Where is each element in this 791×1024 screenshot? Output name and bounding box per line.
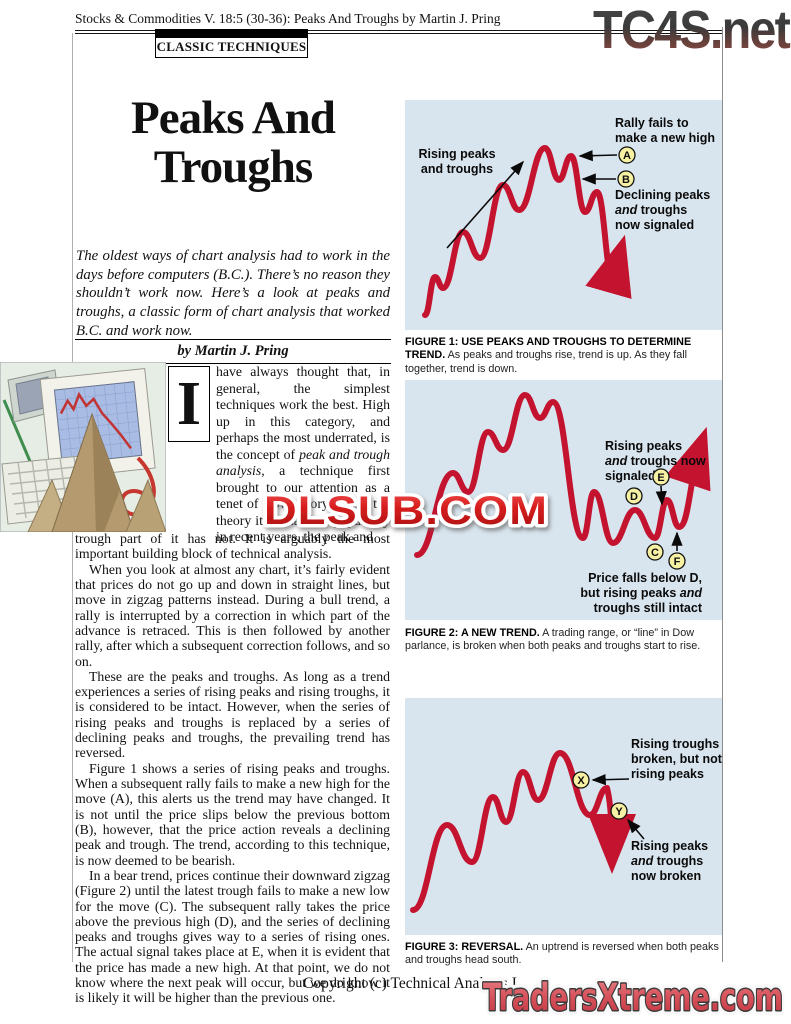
- figure1-price-curve: [422, 145, 632, 318]
- marker-C: C: [646, 543, 664, 561]
- paragraph-5: In a bear trend, prices continue their d…: [75, 867, 390, 1006]
- marker-Y: Y: [610, 802, 628, 820]
- paragraph-3: These are the peaks and troughs. As long…: [75, 668, 390, 761]
- title-line-2: Troughs: [153, 140, 313, 193]
- body-text-main: trough part of it has not. It is arguabl…: [75, 531, 390, 1006]
- copyright-line: Copyright (c) Technical Analysis I: [303, 975, 517, 992]
- marker-B: B: [617, 170, 635, 188]
- figure-1-caption-text: As peaks and troughs rise, trend is up. …: [405, 349, 688, 375]
- marker-E: E: [652, 468, 670, 486]
- badge-top-bar: [155, 29, 308, 37]
- arrow-to-A: [578, 150, 618, 162]
- classic-techniques-badge: CLASSIC TECHNIQUES: [155, 29, 308, 58]
- paragraph-1-end: trough part of it has not. It is arguabl…: [75, 531, 390, 562]
- paragraph-2: When you look at almost any chart, it’s …: [75, 561, 390, 669]
- mountains: [27, 412, 167, 533]
- dlsub-watermark: DLSUB.COM: [256, 482, 556, 545]
- svg-text:D: D: [630, 491, 638, 503]
- right-column-rule: [722, 27, 723, 962]
- svg-text:B: B: [622, 174, 630, 186]
- tc4s-logo-text: TC4S.net: [593, 0, 791, 60]
- label-price-falls: Price falls below D, but rising peaks and…: [580, 571, 702, 615]
- svg-text:X: X: [577, 775, 585, 787]
- marker-F: F: [668, 552, 686, 570]
- paragraph-4: Figure 1 shows a series of rising peaks …: [75, 760, 390, 868]
- article-abstract: The oldest ways of chart analysis had to…: [76, 248, 390, 339]
- tc4s-watermark-logo: TC4S.net: [591, 0, 791, 67]
- drop-cap: I: [168, 366, 210, 442]
- arrow-to-Y: [626, 818, 645, 840]
- arrow-from-E: [655, 485, 667, 506]
- figure-2-caption-text: A trading range, or “line” in Dow parlan…: [405, 627, 701, 653]
- body-text-indented: have always thought that, in general, th…: [216, 364, 390, 546]
- tradersxtreme-glow: TradersXtreme.com: [483, 976, 783, 1019]
- svg-text:F: F: [674, 556, 681, 568]
- svg-text:Y: Y: [615, 806, 623, 818]
- marker-X: X: [572, 771, 590, 789]
- label-rally-fails: Rally fails to make a new high: [615, 116, 715, 145]
- article-title: Peaks And Troughs: [75, 94, 391, 192]
- figure-1-chart: Rising peaks and troughs Rally fails to ma…: [405, 100, 722, 330]
- tradersxtreme-text: TradersXtreme.com: [483, 976, 783, 1019]
- byline: by Martin J. Pring: [75, 339, 391, 364]
- marker-D: D: [625, 487, 643, 505]
- figure-3-chart: Rising troughs broken, but not rising peak…: [405, 698, 722, 935]
- label-peaks-broken: Rising peaks and troughs now broken: [631, 839, 708, 883]
- svg-text:E: E: [657, 472, 664, 484]
- para1-start: have always thought that, in general, th…: [216, 364, 390, 462]
- figure-2-caption-title: FIGURE 2: A NEW TREND.: [405, 627, 540, 639]
- label-rising-signaled: Rising peaks and troughs now signaled: [605, 439, 706, 483]
- marker-A: A: [618, 146, 636, 164]
- para1-continue: , a technique first brought to our atten…: [216, 463, 390, 545]
- figure2-price-curve: [414, 392, 711, 558]
- figure3-price-curve: [410, 750, 636, 913]
- label-declining-peaks: Declining peaks and troughs now signaled: [615, 188, 710, 232]
- tradersxtreme-watermark: TradersXtreme.com TradersXtreme.com: [476, 970, 791, 1024]
- header-citation: Stocks & Commodities V. 18:5 (30-36): Pe…: [75, 11, 501, 26]
- figure-3-caption-text: An uptrend is reversed when both peaks a…: [405, 941, 719, 967]
- figure-1-caption-title: FIGURE 1: USE PEAKS AND TROUGHS TO DETER…: [405, 336, 692, 362]
- svg-text:A: A: [623, 150, 631, 162]
- header-double-rule: [75, 30, 722, 34]
- title-line-1: Peaks And: [131, 92, 336, 144]
- figure-2-caption: FIGURE 2: A NEW TREND. A trading range, …: [405, 627, 722, 654]
- screen-chart-line: [59, 391, 132, 450]
- figure-3-caption-title: FIGURE 3: REVERSAL.: [405, 941, 524, 953]
- figure-1-caption: FIGURE 1: USE PEAKS AND TROUGHS TO DETER…: [405, 336, 722, 376]
- uptrend-arrow: [446, 160, 525, 249]
- label-troughs-broken: Rising troughs broken, but not rising peak…: [631, 737, 722, 781]
- dlsub-watermark-text: DLSUB.COM: [264, 489, 548, 533]
- computer-illustration: [0, 361, 167, 533]
- figure-3-caption: FIGURE 3: REVERSAL. An uptrend is revers…: [405, 941, 722, 968]
- arrow-to-X: [591, 774, 630, 786]
- para1-emphasis: peak and trough analysis: [216, 446, 390, 479]
- label-rising-peaks: Rising peaks and troughs: [418, 147, 495, 176]
- svg-text:C: C: [651, 547, 659, 559]
- figure-2-chart: Rising peaks and troughs now signaled D E …: [405, 380, 722, 620]
- badge-label: CLASSIC TECHNIQUES: [155, 37, 308, 58]
